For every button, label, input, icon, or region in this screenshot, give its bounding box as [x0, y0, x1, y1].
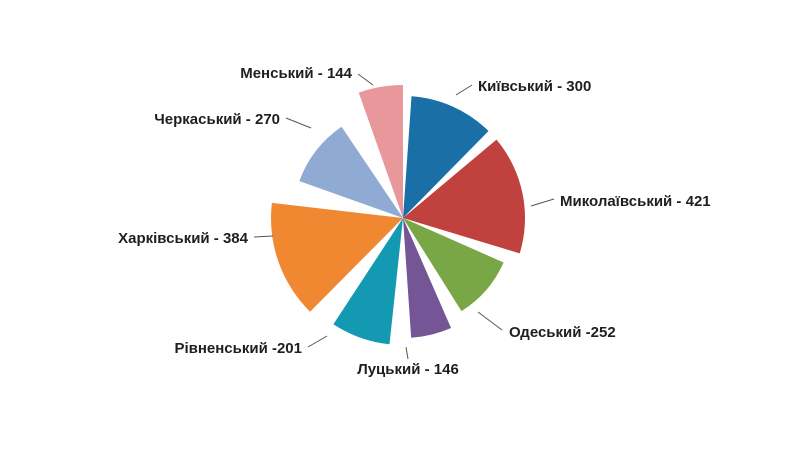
leader-line-4: [405, 346, 409, 360]
leader-line-5: [307, 335, 328, 348]
leader-line-8: [357, 73, 374, 86]
slice-label-2: Миколаївський - 421: [560, 193, 711, 210]
slice-label-3: Одеський -252: [509, 324, 616, 341]
slice-label-8: Менський - 144: [240, 65, 352, 82]
leader-line-1: [455, 84, 473, 96]
pie-slice-2: [403, 139, 526, 254]
leader-line-7: [285, 117, 312, 129]
slice-label-1: Київський - 300: [478, 78, 591, 95]
leader-line-3: [477, 311, 503, 331]
slice-labels: Київський - 300 Миколаївський - 421 Одеськ…: [118, 65, 711, 378]
pie-slice-8: [358, 85, 403, 218]
pie-slice-5: [333, 218, 403, 345]
pie-slice-6: [270, 202, 403, 312]
slice-label-4: Луцький - 146: [357, 361, 459, 378]
leader-lines: [253, 73, 555, 360]
leader-line-2: [530, 198, 555, 207]
pie-slices: [270, 85, 526, 345]
pie-slice-4: [403, 218, 452, 338]
pie-slice-3: [403, 218, 504, 312]
slice-label-6: Харківський - 384: [118, 230, 249, 247]
leader-line-6: [253, 235, 274, 238]
pie-slice-7: [299, 126, 403, 218]
pie-slice-1: [403, 96, 489, 218]
slice-label-7: Черкаський - 270: [154, 111, 280, 128]
slice-label-5: Рівненський -201: [174, 340, 302, 357]
